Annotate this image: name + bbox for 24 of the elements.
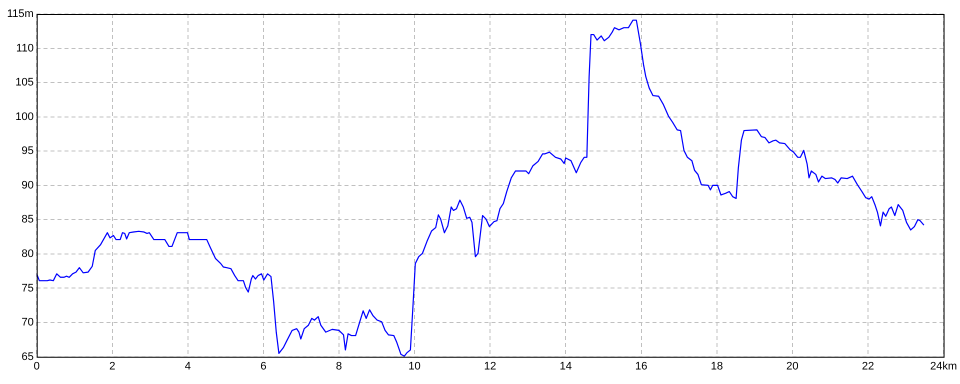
x-tick-label: 8 xyxy=(336,360,342,372)
x-tick-label: 12 xyxy=(484,360,496,372)
y-tick-label: 90 xyxy=(21,179,34,192)
y-tick-label: 115m xyxy=(6,8,34,20)
y-tick-label: 75 xyxy=(21,282,34,294)
y-tick-label: 85 xyxy=(21,214,34,226)
y-tick-label: 65 xyxy=(21,350,34,363)
x-tick-label: 18 xyxy=(710,360,723,372)
x-tick-label: 24km xyxy=(930,360,958,372)
x-tick-label: 4 xyxy=(184,360,191,372)
y-tick-label: 105 xyxy=(15,76,34,89)
y-tick-label: 100 xyxy=(15,110,34,123)
x-tick-label: 22 xyxy=(862,360,874,372)
x-tick-label: 10 xyxy=(408,360,421,372)
x-tick-label: 14 xyxy=(560,360,572,372)
x-tick-label: 20 xyxy=(786,360,799,372)
y-tick-label: 70 xyxy=(21,316,34,329)
x-tick-label: 16 xyxy=(635,360,648,372)
y-tick-label: 80 xyxy=(21,248,34,260)
x-tick-label: 6 xyxy=(260,360,266,372)
x-tick-label: 2 xyxy=(109,360,116,372)
y-tick-label: 110 xyxy=(16,42,34,54)
y-tick-label: 95 xyxy=(21,145,34,158)
x-tick-label: 0 xyxy=(34,360,40,372)
